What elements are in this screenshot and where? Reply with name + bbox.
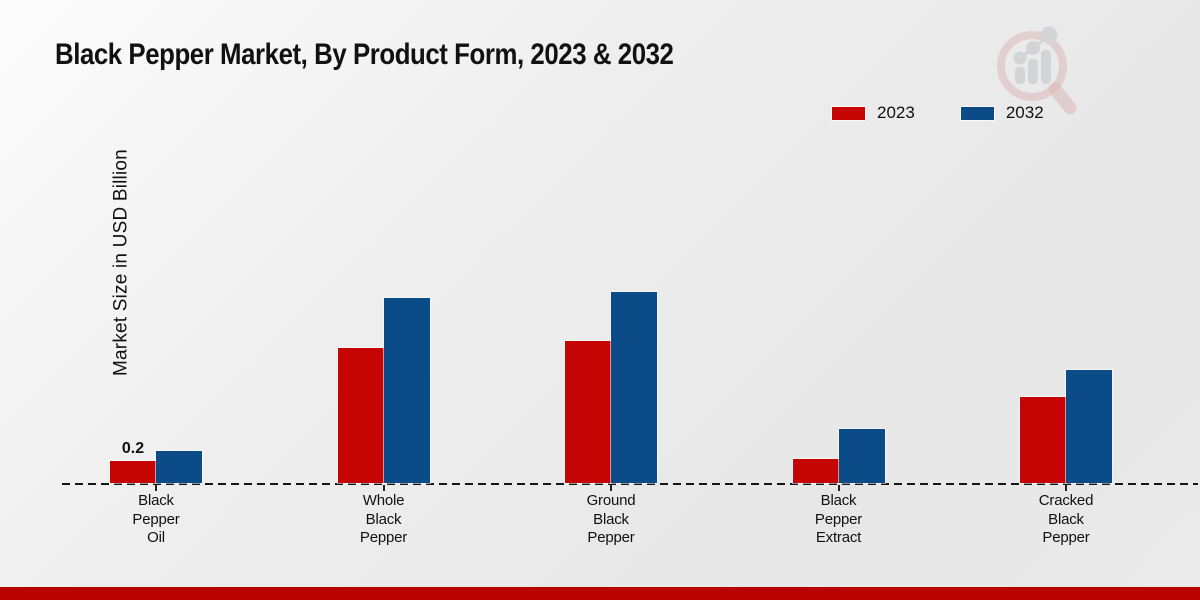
market-research-future-logo	[997, 26, 1077, 115]
bar-2032-whole-black-pepper	[383, 298, 430, 483]
x-axis-tick	[155, 485, 157, 491]
x-axis-tick	[1065, 485, 1067, 491]
legend-label-2023: 2023	[877, 103, 915, 122]
legend: 2023 2032	[832, 103, 1044, 123]
bar-2032-black-pepper-oil	[156, 451, 202, 483]
bar-2023-ground-black-pepper	[565, 341, 611, 483]
bar-2032-ground-black-pepper	[611, 292, 657, 483]
bar-2023-whole-black-pepper	[337, 348, 384, 483]
bar-2032-cracked-black-pepper	[1066, 370, 1112, 483]
category-label-cracked-black-pepper: Cracked Black Pepper	[1038, 492, 1094, 546]
footer-accent-bar	[0, 587, 1200, 600]
zero-baseline	[62, 483, 1198, 485]
bar-2023-black-pepper-oil	[110, 461, 156, 483]
bar-2023-cracked-black-pepper	[1020, 397, 1066, 483]
legend-label-2032: 2032	[1005, 103, 1044, 122]
category-label-black-pepper-oil: Black Pepper Oil	[132, 492, 180, 546]
x-axis-tick	[382, 485, 385, 491]
legend-swatch-2023	[832, 106, 865, 120]
chart-title: Black Pepper Market, By Product Form, 20…	[55, 38, 674, 71]
category-label-whole-black-pepper: Whole Black Pepper	[359, 492, 408, 546]
category-label-ground-black-pepper: Ground Black Pepper	[586, 492, 636, 546]
legend-item-2032: 2032	[960, 103, 1044, 123]
x-axis-tick	[837, 485, 840, 491]
bar-value-label: 0.2	[121, 440, 145, 457]
bar-2023-black-pepper-extract	[792, 459, 839, 483]
legend-swatch-2032	[960, 106, 994, 120]
category-label-black-pepper-extract: Black Pepper Extract	[814, 492, 863, 546]
x-axis-tick	[610, 485, 612, 491]
legend-item-2023: 2023	[832, 103, 915, 123]
bar-2032-black-pepper-extract	[838, 429, 885, 483]
